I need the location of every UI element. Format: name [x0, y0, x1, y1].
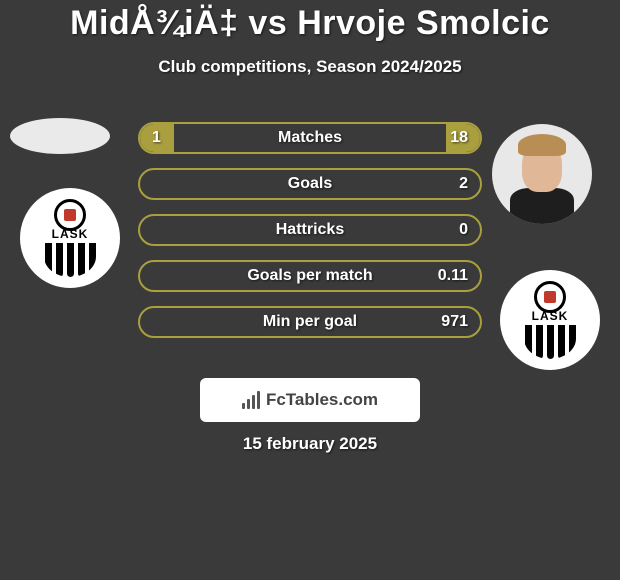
stat-label: Goals per match — [140, 267, 480, 285]
stat-right-value: 971 — [441, 313, 468, 331]
stat-row-mpg: Min per goal 971 — [138, 306, 482, 338]
club1-text: LASK — [40, 227, 100, 241]
stat-right-value: 18 — [450, 129, 468, 147]
stat-right-value: 0 — [459, 221, 468, 239]
stat-label: Goals — [140, 175, 480, 193]
stat-label: Min per goal — [140, 313, 480, 331]
fctables-link[interactable]: FcTables.com — [200, 378, 420, 422]
stat-right-value: 0.11 — [438, 267, 468, 285]
bar-chart-icon — [242, 391, 260, 409]
stats-container: 1 Matches 18 Goals 2 Hattricks 0 Goals p… — [138, 122, 482, 352]
player2-avatar — [492, 124, 592, 224]
subtitle: Club competitions, Season 2024/2025 — [0, 57, 620, 77]
date-text: 15 february 2025 — [0, 434, 620, 454]
stat-right-value: 2 — [459, 175, 468, 193]
stat-row-goals: Goals 2 — [138, 168, 482, 200]
stat-label: Matches — [140, 129, 480, 147]
stat-label: Hattricks — [140, 221, 480, 239]
player1-avatar — [10, 118, 110, 154]
player1-club-logo: LASK — [20, 188, 120, 288]
stat-row-hattricks: Hattricks 0 — [138, 214, 482, 246]
stat-row-matches: 1 Matches 18 — [138, 122, 482, 154]
club2-text: LASK — [520, 309, 580, 323]
fctables-label: FcTables.com — [266, 390, 378, 410]
player2-club-logo: LASK — [500, 270, 600, 370]
stat-row-gpm: Goals per match 0.11 — [138, 260, 482, 292]
page-title: MidÅ¾iÄ‡ vs Hrvoje Smolcic — [0, 0, 620, 43]
